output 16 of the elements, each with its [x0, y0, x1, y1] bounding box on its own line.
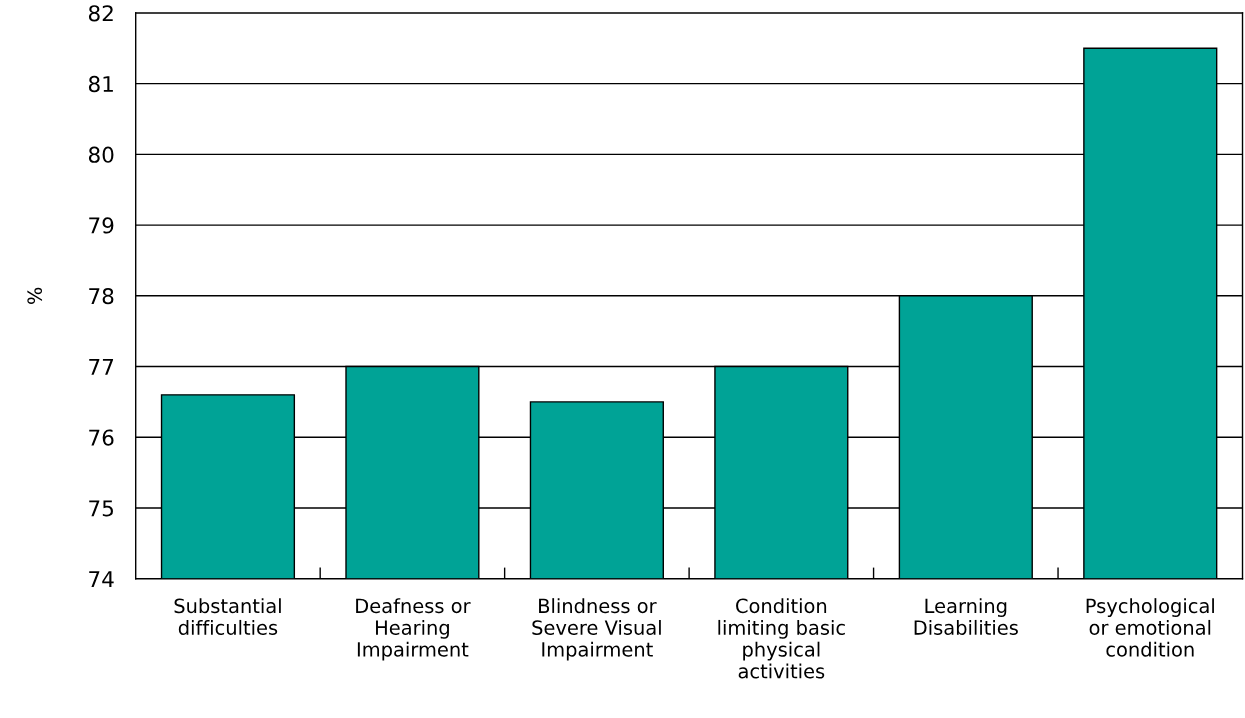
x-tick-label: Blindness or Severe Visual Impairment — [532, 598, 661, 661]
x-tick-label: Deafness or Hearing Impairment — [356, 598, 471, 661]
x-tick-label: Condition limiting basic physical activities — [718, 598, 845, 679]
y-tick-label: 75 — [89, 500, 113, 517]
x-tick-label: Psychological or emotional condition — [1086, 598, 1214, 657]
x-tick-label: Substantial difficulties — [174, 598, 281, 635]
y-tick-label: 80 — [88, 146, 114, 163]
y-axis-title: % — [27, 287, 43, 304]
y-tick-label: 81 — [88, 75, 113, 93]
y-tick-label: 76 — [89, 429, 114, 446]
y-tick-label: 78 — [89, 288, 114, 305]
y-tick-label: 74 — [89, 571, 114, 587]
y-tick-label: 82 — [88, 5, 113, 22]
y-tick-label: 79 — [89, 217, 114, 234]
x-tick-label: Learning Disabilities — [914, 598, 1018, 635]
y-tick-label: 77 — [89, 359, 114, 375]
